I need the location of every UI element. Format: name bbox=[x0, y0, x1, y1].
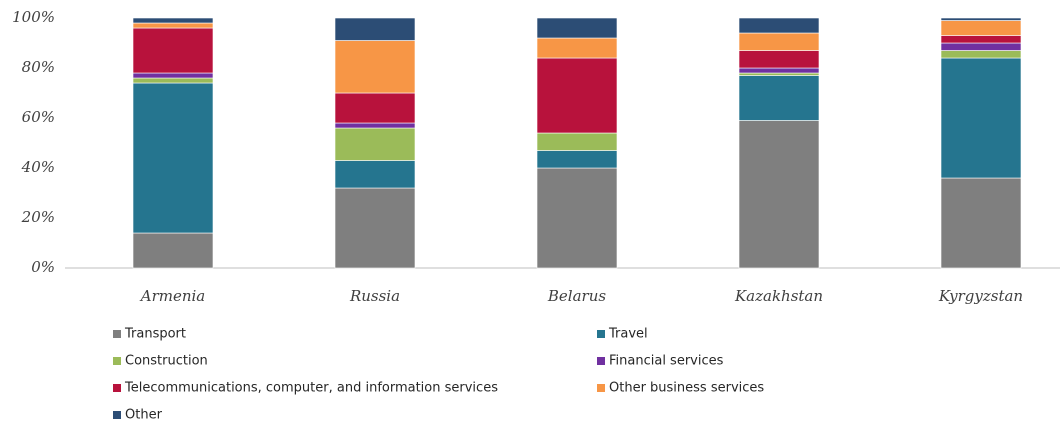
legend-swatch bbox=[113, 384, 121, 392]
bar-segment bbox=[536, 17, 618, 39]
y-tick-label: 20% bbox=[21, 208, 55, 226]
bar-segment bbox=[132, 72, 214, 79]
bar-segment bbox=[536, 37, 618, 59]
bar-segment bbox=[940, 42, 1022, 51]
legend-label: Telecommunications, computer, and inform… bbox=[124, 381, 498, 396]
bar-segment bbox=[940, 35, 1022, 44]
x-tick-label: Kyrgyzstan bbox=[938, 287, 1023, 305]
bar-segment bbox=[334, 122, 416, 129]
legend-swatch bbox=[113, 357, 121, 365]
bar-segment bbox=[738, 17, 820, 34]
bar-segment bbox=[738, 75, 820, 121]
x-tick-label: Kazakhstan bbox=[734, 287, 823, 305]
bar-segment bbox=[536, 150, 618, 169]
bar-segment bbox=[132, 77, 214, 84]
legend-label: Travel bbox=[608, 327, 648, 342]
legend-swatch bbox=[597, 384, 605, 392]
bar-segment bbox=[940, 17, 1022, 21]
y-tick-label: 0% bbox=[31, 258, 55, 276]
y-tick-label: 100% bbox=[12, 8, 55, 26]
bar-segment bbox=[334, 40, 416, 94]
x-tick-label: Belarus bbox=[547, 287, 606, 305]
legend-swatch bbox=[597, 357, 605, 365]
legend-label: Transport bbox=[124, 327, 186, 342]
x-tick-label: Armenia bbox=[139, 287, 206, 305]
legend-label: Financial services bbox=[609, 354, 724, 369]
bar-segment bbox=[132, 17, 214, 24]
bar-segment bbox=[334, 160, 416, 189]
x-tick-label: Russia bbox=[349, 287, 400, 305]
bar-segment bbox=[940, 57, 1022, 179]
y-tick-label: 60% bbox=[22, 108, 55, 126]
bar-segment bbox=[738, 72, 820, 76]
bar-segment bbox=[940, 20, 1022, 36]
bar-segment bbox=[738, 50, 820, 69]
bar-segment bbox=[334, 17, 416, 41]
bar-segment bbox=[132, 27, 214, 74]
legend-swatch bbox=[113, 411, 121, 419]
legend-swatch bbox=[113, 330, 121, 338]
legend-label: Other bbox=[125, 408, 163, 423]
bar-segment bbox=[132, 232, 214, 269]
bar-segment bbox=[132, 22, 214, 29]
bar-segment bbox=[536, 167, 618, 269]
bar-segment bbox=[132, 82, 214, 234]
bar-segment bbox=[738, 120, 820, 269]
bar-segment bbox=[334, 127, 416, 161]
y-tick-label: 80% bbox=[22, 58, 55, 76]
bar-segment bbox=[940, 177, 1022, 269]
legend-swatch bbox=[597, 330, 605, 338]
bar-segment bbox=[536, 132, 618, 151]
bar-segment bbox=[738, 67, 820, 74]
bar-segment bbox=[334, 187, 416, 269]
bar-segment bbox=[334, 92, 416, 124]
bar-segment bbox=[738, 32, 820, 51]
bar-segment bbox=[536, 57, 618, 134]
legend-label: Other business services bbox=[609, 381, 764, 396]
y-tick-label: 40% bbox=[21, 158, 55, 176]
bar-segment bbox=[940, 50, 1022, 59]
legend-label: Construction bbox=[125, 354, 208, 369]
